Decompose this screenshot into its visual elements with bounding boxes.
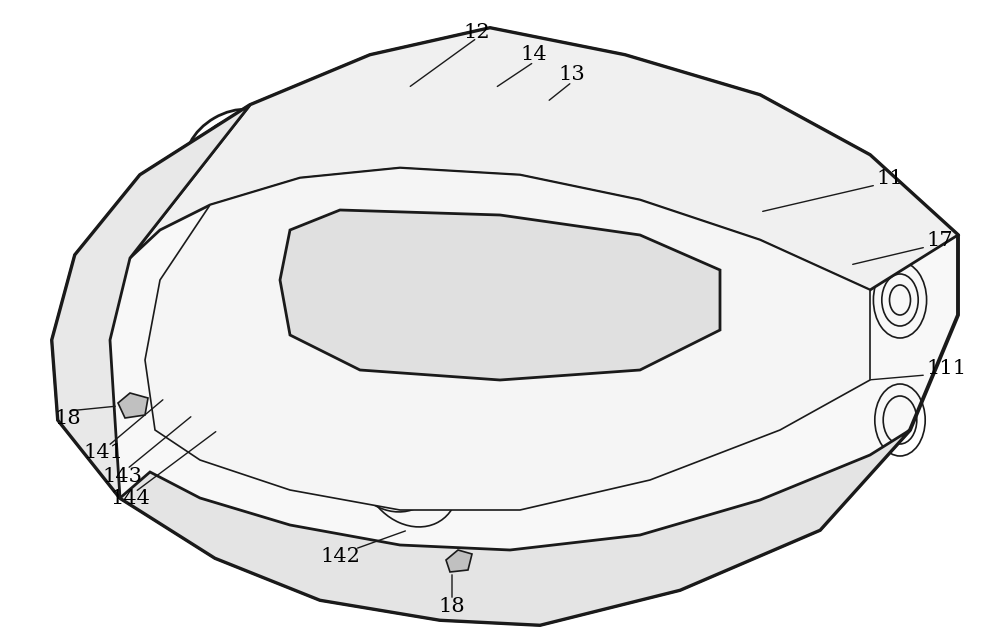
Text: 17: 17 <box>926 230 953 249</box>
Text: 144: 144 <box>110 489 150 509</box>
Ellipse shape <box>518 400 602 460</box>
Polygon shape <box>280 210 720 380</box>
Text: 11: 11 <box>876 168 903 188</box>
Text: 12: 12 <box>464 23 490 42</box>
Ellipse shape <box>210 309 280 361</box>
Polygon shape <box>130 28 958 290</box>
Polygon shape <box>145 168 870 510</box>
Text: 13: 13 <box>559 66 585 84</box>
Ellipse shape <box>555 264 625 316</box>
Text: 141: 141 <box>83 444 123 462</box>
Ellipse shape <box>328 415 412 475</box>
Polygon shape <box>52 105 250 498</box>
Text: 111: 111 <box>926 359 966 377</box>
Ellipse shape <box>210 394 280 446</box>
Ellipse shape <box>335 314 405 366</box>
Polygon shape <box>52 28 958 625</box>
Polygon shape <box>446 550 472 572</box>
Ellipse shape <box>298 350 382 410</box>
Ellipse shape <box>605 319 675 371</box>
Ellipse shape <box>378 390 462 450</box>
Ellipse shape <box>645 364 715 416</box>
Text: 142: 142 <box>320 547 360 565</box>
Text: 18: 18 <box>55 408 81 428</box>
Ellipse shape <box>428 365 512 425</box>
Polygon shape <box>120 430 910 625</box>
Text: 143: 143 <box>102 467 142 485</box>
Ellipse shape <box>468 424 552 485</box>
Text: 18: 18 <box>439 597 465 617</box>
Ellipse shape <box>518 330 602 390</box>
Ellipse shape <box>455 274 525 326</box>
Polygon shape <box>118 393 148 418</box>
Text: 14: 14 <box>521 46 547 64</box>
